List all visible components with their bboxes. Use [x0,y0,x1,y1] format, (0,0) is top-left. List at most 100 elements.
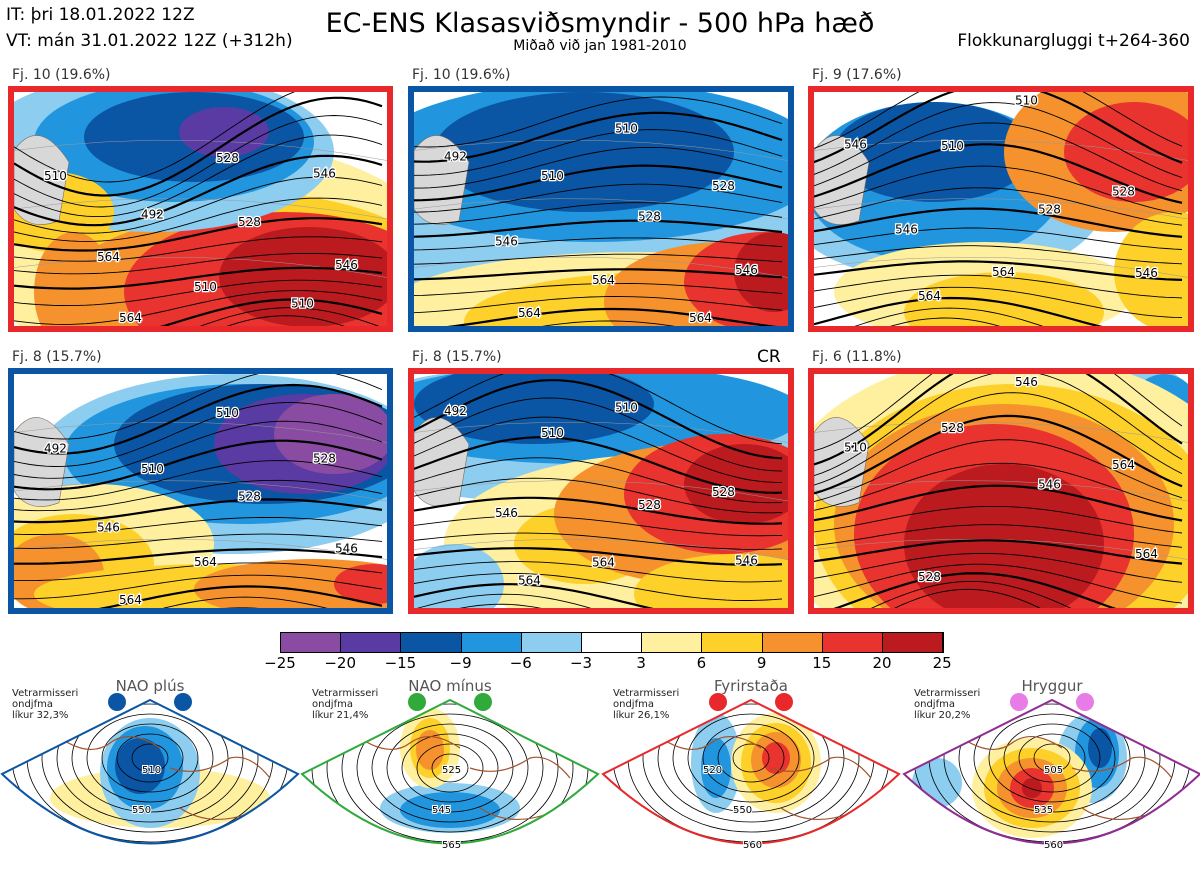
height-contour [386,723,514,813]
height-contour [14,96,383,197]
height-contour [414,547,783,566]
height-contour [814,414,1183,495]
height-contour [814,187,1183,226]
colorbar-tick: −20 [324,654,357,672]
height-contour [814,92,1183,149]
contour-label: 528 [216,151,239,165]
anomaly-shading [684,444,788,524]
contour-label: 546 [844,138,867,152]
height-contour [814,245,1183,265]
anomaly-shading [762,742,790,774]
graticule [14,538,387,560]
graticule [414,538,788,560]
greenland-land [814,417,870,507]
height-contour [131,743,169,773]
regime-title: Fyrirstaða [714,677,788,695]
height-contour [341,700,559,843]
cluster-label: Fj. 8 (15.7%) [12,349,102,365]
cr-label: CR [757,347,781,367]
contour-label: 546 [735,554,758,568]
graticule [814,538,1188,560]
anomaly-shading [179,107,269,157]
colorbar-segment [581,633,643,652]
contour-label: 528 [712,179,735,193]
height-contour [414,253,783,265]
height-contour [814,524,1183,548]
height-contour [414,146,783,189]
classification-window: Flokkunargluggi t+264-360 [957,31,1190,51]
colorbar-segment [401,633,462,652]
contour-label: 528 [712,485,735,499]
regime-dot [408,693,426,711]
height-contour [1033,743,1071,773]
initial-time: IT: þri 18.01.2022 12Z [6,5,195,25]
height-contour [687,713,815,803]
regime-outline [0,698,300,845]
regime-dot [1010,693,1028,711]
cluster-map: 492 510 528 546 564 510 528 546 564 [408,368,794,614]
greenland-land [414,135,470,225]
height-contour [14,498,383,524]
height-contour [356,703,544,833]
height-contour [14,252,383,275]
contour-label: 528 [238,215,261,229]
contour-label: 560 [743,840,762,851]
anomaly-shading [701,738,731,798]
height-contour [199,307,380,326]
graticule [14,480,387,502]
contour-label: 510 [291,297,314,311]
contour-label: 528 [918,570,941,584]
height-contour [14,217,383,252]
regime-dot [108,693,126,711]
contour-label: 546 [335,258,358,272]
contour-label: 564 [592,556,615,570]
regime-title: Hryggur [1021,677,1083,695]
anomaly-shading [734,232,788,312]
height-contour [41,700,259,833]
graticule [14,198,387,220]
cluster-map: 546 510 528 546 564 510 528 546 564 [808,86,1194,332]
contour-label: 564 [689,311,712,325]
valid-time: VT: mán 31.01.2022 12Z (+312h) [6,31,293,51]
contour-label: 545 [432,805,451,816]
cluster-map: 510 492 528 546 564 528 546 564 510 510 [8,86,393,332]
regime-dot [709,693,727,711]
greenland-land [814,135,870,225]
height-contour [894,588,1041,608]
contour-label: 550 [733,805,752,816]
contour-label: 528 [638,498,661,512]
regime-note: Vetrarmisseri ondjfma líkur 32,3% [12,688,79,721]
regime-map: 525 545 565 [300,698,600,852]
height-contour [814,227,1183,250]
contour-label: 564 [592,273,615,287]
height-anomaly-map: 492 510 528 546 564 510 528 546 564 [414,374,788,608]
regime-dot [174,693,192,711]
height-contour [414,129,783,176]
regime-map: 505 535 560 [902,698,1200,852]
height-contour [14,479,383,512]
cluster-label: Fj. 10 (19.6%) [412,67,511,83]
height-contour [371,713,529,823]
contour-label: 510 [615,400,638,414]
height-contour [414,583,654,608]
height-contour [414,374,783,445]
height-contour [162,596,328,608]
anomaly-shading [414,374,654,444]
height-contour [414,573,783,601]
contour-label: 510 [141,462,164,476]
height-contour [814,539,1183,565]
height-contour [414,561,783,583]
height-contour [459,603,542,608]
height-contour [14,134,383,218]
colorbar-segment [642,633,703,652]
contour-label: 546 [495,506,518,520]
anomaly-shading [904,464,1104,608]
height-contour [814,374,1183,477]
height-contour [101,723,199,793]
height-anomaly-map: 492 510 528 546 564 510 528 546 564 [14,374,387,608]
height-contour [226,315,345,326]
regime-note: Vetrarmisseri ondjfma líkur 20,2% [914,688,981,721]
contour-label: 492 [444,150,467,164]
height-contour [814,484,1183,522]
height-contour [416,743,484,793]
